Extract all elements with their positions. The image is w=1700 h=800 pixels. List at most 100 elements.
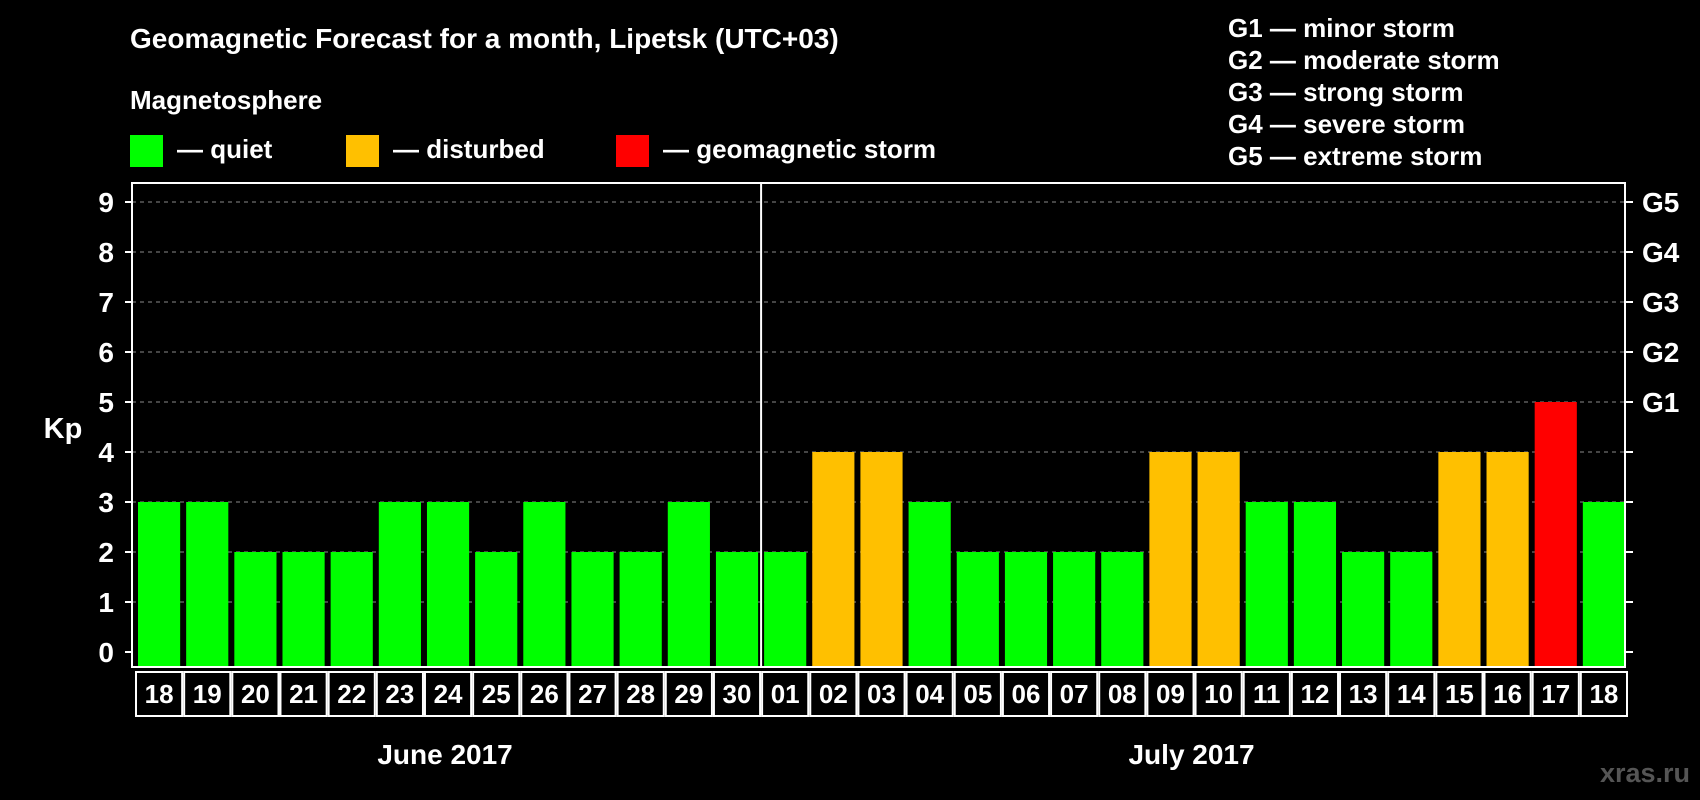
month-label: July 2017: [1128, 739, 1254, 770]
date-cell: [1339, 671, 1388, 717]
x-tick-label: 23: [385, 679, 414, 709]
bar-28: [619, 552, 662, 667]
bars: [138, 402, 1625, 667]
axes: [131, 182, 1626, 668]
bar-26: [523, 502, 566, 667]
x-tick-label: 16: [1493, 679, 1522, 709]
x-tick-label: 15: [1445, 679, 1474, 709]
bar-24: [426, 502, 470, 667]
y-tick-label: 6: [98, 337, 114, 368]
y-tick-label: 2: [98, 537, 114, 568]
bar-30: [715, 552, 759, 667]
month-label: June 2017: [377, 739, 512, 770]
x-tick-label: 14: [1397, 679, 1426, 709]
watermark: xras.ru: [1600, 758, 1690, 788]
right-axis-label-G4: G4: [1642, 237, 1680, 268]
x-tick-label: 21: [289, 679, 318, 709]
date-cell: [1242, 671, 1291, 717]
x-tick-label: 28: [626, 679, 655, 709]
bar-29: [667, 502, 710, 667]
x-tick-label: 10: [1204, 679, 1233, 709]
date-cell: [761, 671, 810, 717]
y-tick-label: 8: [98, 237, 114, 268]
bar-17: [1534, 402, 1577, 667]
x-tick-label: 22: [337, 679, 366, 709]
y-axis-label: Kp: [44, 413, 83, 445]
date-cell: [1194, 671, 1243, 717]
y-tick-label: 9: [98, 187, 114, 218]
date-cell: [809, 671, 858, 717]
bar-18: [1582, 502, 1625, 667]
x-tick-label: 30: [723, 679, 752, 709]
date-cell: [1483, 671, 1532, 717]
bar-18: [138, 502, 181, 667]
bar-09: [1149, 452, 1192, 667]
legend-label-quiet: — quiet: [177, 134, 273, 164]
right-axis-label-G3: G3: [1642, 287, 1679, 318]
bar-10: [1197, 452, 1240, 667]
right-axis-label-G5: G5: [1642, 187, 1679, 218]
y-tick-label: 1: [98, 587, 114, 618]
bar-16: [1486, 452, 1529, 667]
date-cell: [423, 671, 473, 717]
plot-frame: [131, 182, 1626, 668]
bar-05: [956, 552, 999, 667]
x-tick-label: 06: [1012, 679, 1041, 709]
y-axis-ticks: 0 1 2 3 4 5 6 7 8 9: [98, 187, 132, 668]
date-cell: [327, 671, 376, 717]
date-cell: [1387, 671, 1436, 717]
date-cell: [616, 671, 665, 717]
legend-swatch-quiet: [130, 135, 163, 167]
x-tick-label: 05: [963, 679, 992, 709]
bar-25: [475, 552, 518, 667]
bar-11: [1245, 502, 1288, 667]
legend-heading: Magnetosphere: [130, 85, 322, 115]
bar-27: [571, 552, 614, 667]
x-tick-label: 17: [1541, 679, 1570, 709]
date-cell: [905, 671, 954, 717]
x-tick-label: 13: [1349, 679, 1378, 709]
bar-12: [1293, 502, 1337, 667]
date-cell: [1098, 671, 1147, 717]
x-tick-label: 19: [193, 679, 222, 709]
bar-21: [282, 552, 325, 667]
date-cell: [953, 671, 1002, 717]
y-tick-label: 7: [98, 287, 114, 318]
x-tick-label: 24: [434, 679, 463, 709]
date-cell: [1579, 671, 1629, 717]
x-tick-label: 01: [771, 679, 800, 709]
x-tick-label: 12: [1300, 679, 1329, 709]
x-tick-label: 20: [241, 679, 270, 709]
legend-swatch-disturbed: [346, 135, 379, 167]
y-tick-label: 3: [98, 487, 114, 518]
storm-scale-item: G1 — minor storm: [1228, 13, 1455, 43]
storm-scale-item: G5 — extreme storm: [1228, 141, 1482, 171]
x-tick-label: 29: [674, 679, 703, 709]
bar-20: [234, 552, 277, 667]
date-cell: [1050, 671, 1099, 717]
legend-label-storm: — geomagnetic storm: [663, 134, 936, 164]
date-cell: [1146, 671, 1195, 717]
x-tick-label: 18: [145, 679, 174, 709]
x-tick-label: 18: [1589, 679, 1618, 709]
date-cell: [664, 671, 713, 717]
bar-22: [330, 552, 373, 667]
date-cell: [1435, 671, 1484, 717]
x-tick-label: 04: [915, 679, 944, 709]
legend-swatch-storm: [616, 135, 649, 167]
date-cell: [520, 671, 569, 717]
x-tick-label: 09: [1156, 679, 1185, 709]
x-tick-label: 27: [578, 679, 607, 709]
date-cell: [231, 671, 280, 717]
x-axis-date-cells: 18 19 20 21 22 23 24 25 26 27 28 29 30 01 02 03 04 05 06 07…: [135, 671, 1629, 717]
bar-01: [764, 552, 807, 667]
x-tick-label: 11: [1253, 679, 1281, 709]
bar-14: [1390, 552, 1433, 667]
x-tick-label: 07: [1060, 679, 1089, 709]
date-cell: [568, 671, 617, 717]
bar-03: [860, 452, 903, 667]
y-tick-label: 4: [98, 437, 114, 468]
bar-02: [812, 452, 855, 667]
